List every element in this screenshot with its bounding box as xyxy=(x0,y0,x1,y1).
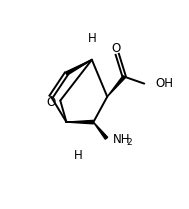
Polygon shape xyxy=(67,120,93,124)
Polygon shape xyxy=(93,122,108,139)
Text: O: O xyxy=(111,42,120,55)
Polygon shape xyxy=(107,76,125,97)
Text: NH: NH xyxy=(113,133,130,146)
Text: H: H xyxy=(74,149,82,162)
Polygon shape xyxy=(66,60,92,75)
Text: OH: OH xyxy=(155,77,173,90)
Text: O: O xyxy=(46,96,56,109)
Text: 2: 2 xyxy=(126,138,132,147)
Text: H: H xyxy=(88,32,96,45)
